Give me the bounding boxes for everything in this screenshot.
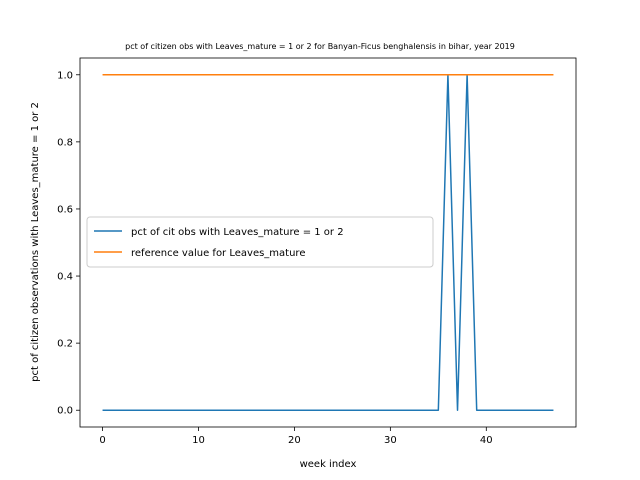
y-tick-label: 1.0 [57, 70, 73, 81]
x-tick-label: 10 [192, 435, 205, 446]
x-tick-label: 30 [384, 435, 397, 446]
x-tick-label: 0 [99, 435, 105, 446]
y-tick-label: 0.2 [57, 339, 73, 350]
y-axis-label: pct of citizen observations with Leaves_… [30, 102, 41, 382]
x-tick-label: 20 [288, 435, 301, 446]
plot-frame [79, 57, 577, 428]
series-layer [102, 74, 554, 411]
y-tick-label: 0.4 [57, 272, 73, 283]
series-line-observations [102, 74, 554, 411]
chart-title: pct of citizen obs with Leaves_mature = … [125, 42, 515, 51]
legend-label-reference: reference value for Leaves_mature [131, 248, 305, 259]
y-axis: 0.0 0.2 0.4 0.6 0.8 1.0 [57, 70, 80, 417]
y-tick-label: 0.6 [57, 204, 73, 215]
legend-box [86, 216, 434, 268]
x-axis: 0 10 20 30 40 [99, 427, 493, 446]
y-tick-label: 0.8 [57, 137, 73, 148]
legend: pct of cit obs with Leaves_mature = 1 or… [86, 216, 434, 268]
x-tick-label: 40 [480, 435, 493, 446]
x-axis-label: week index [300, 459, 357, 470]
y-tick-label: 0.0 [57, 406, 73, 417]
legend-label-observations: pct of cit obs with Leaves_mature = 1 or… [131, 227, 344, 238]
